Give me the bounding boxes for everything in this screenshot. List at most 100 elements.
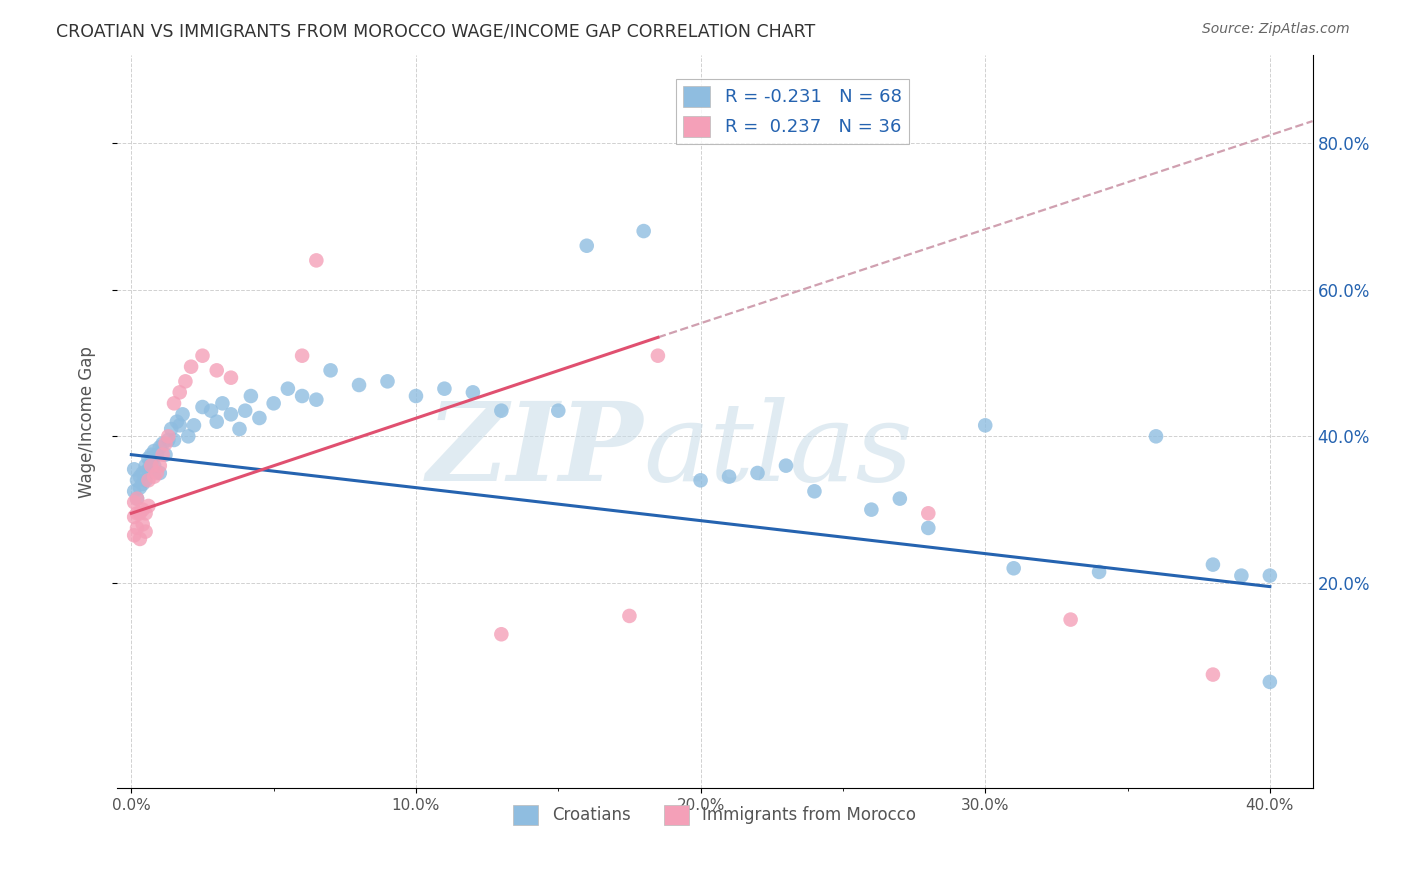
Point: [191, 349, 214, 363]
Point: [917, 506, 939, 520]
Point: [205, 363, 228, 377]
Point: [177, 429, 200, 443]
Point: [143, 469, 166, 483]
Point: [174, 375, 197, 389]
Point: [491, 403, 513, 417]
Point: [128, 469, 150, 483]
Point: [889, 491, 911, 506]
Point: [125, 521, 148, 535]
Point: [718, 469, 741, 483]
Point: [141, 458, 163, 473]
Point: [547, 403, 569, 417]
Point: [138, 473, 160, 487]
Point: [149, 458, 172, 473]
Point: [155, 436, 177, 450]
Point: [152, 448, 174, 462]
Point: [122, 484, 145, 499]
Point: [1059, 613, 1081, 627]
Point: [135, 458, 157, 473]
Point: [163, 433, 186, 447]
Point: [125, 506, 148, 520]
Point: [180, 359, 202, 374]
Point: [205, 415, 228, 429]
Point: [917, 521, 939, 535]
Y-axis label: Wage/Income Gap: Wage/Income Gap: [79, 346, 96, 498]
Point: [1202, 558, 1225, 572]
Point: [405, 389, 427, 403]
Point: [157, 429, 180, 443]
Point: [122, 528, 145, 542]
Point: [239, 389, 262, 403]
Point: [803, 484, 825, 499]
Point: [125, 491, 148, 506]
Point: [157, 433, 180, 447]
Point: [1144, 429, 1167, 443]
Point: [132, 477, 155, 491]
Point: [305, 392, 328, 407]
Point: [619, 609, 641, 624]
Point: [974, 418, 997, 433]
Point: [132, 517, 155, 532]
Point: [149, 466, 172, 480]
Point: [575, 238, 598, 252]
Point: [155, 448, 177, 462]
Point: [491, 627, 513, 641]
Point: [169, 418, 191, 433]
Point: [1088, 565, 1111, 579]
Point: [138, 451, 160, 466]
Point: [166, 415, 188, 429]
Point: [172, 408, 194, 422]
Point: [152, 436, 174, 450]
Point: [163, 396, 186, 410]
Point: [347, 378, 370, 392]
Point: [141, 455, 163, 469]
Text: atlas: atlas: [643, 397, 912, 505]
Point: [1230, 568, 1253, 582]
Point: [146, 466, 169, 480]
Point: [775, 458, 797, 473]
Point: [1002, 561, 1025, 575]
Point: [160, 422, 183, 436]
Point: [647, 349, 669, 363]
Point: [233, 403, 256, 417]
Point: [305, 253, 328, 268]
Point: [860, 502, 883, 516]
Point: [122, 495, 145, 509]
Point: [169, 385, 191, 400]
Point: [132, 466, 155, 480]
Text: Source: ZipAtlas.com: Source: ZipAtlas.com: [1202, 22, 1350, 37]
Point: [128, 532, 150, 546]
Point: [747, 466, 769, 480]
Point: [149, 440, 172, 454]
Legend: Croatians, Immigrants from Morocco: Croatians, Immigrants from Morocco: [506, 798, 922, 831]
Point: [689, 473, 711, 487]
Point: [143, 444, 166, 458]
Point: [319, 363, 342, 377]
Point: [122, 462, 145, 476]
Point: [125, 491, 148, 506]
Point: [1258, 674, 1281, 689]
Point: [377, 375, 399, 389]
Point: [128, 506, 150, 520]
Point: [122, 510, 145, 524]
Point: [219, 408, 242, 422]
Point: [200, 403, 222, 417]
Text: ZIP: ZIP: [426, 397, 643, 505]
Point: [138, 499, 160, 513]
Point: [433, 382, 456, 396]
Point: [249, 411, 271, 425]
Point: [191, 400, 214, 414]
Point: [291, 389, 314, 403]
Point: [219, 370, 242, 384]
Point: [291, 349, 314, 363]
Point: [135, 473, 157, 487]
Point: [141, 448, 163, 462]
Point: [228, 422, 250, 436]
Point: [128, 481, 150, 495]
Point: [135, 524, 157, 539]
Point: [461, 385, 484, 400]
Point: [132, 502, 155, 516]
Point: [183, 418, 205, 433]
Point: [146, 448, 169, 462]
Point: [633, 224, 655, 238]
